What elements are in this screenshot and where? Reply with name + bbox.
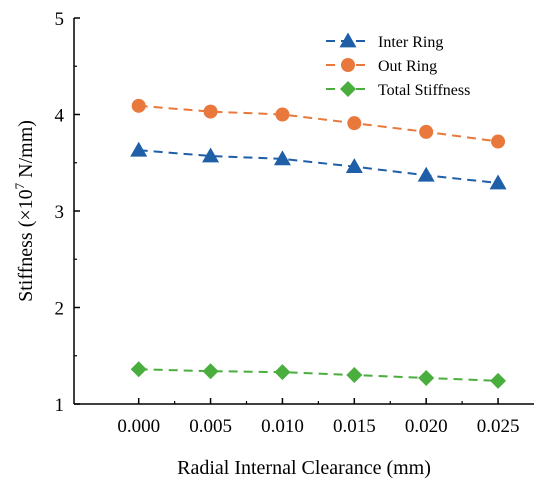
y-tick-label: 3 (55, 202, 65, 223)
data-point-inter-ring (202, 147, 220, 163)
series-line-inter-ring (138, 149, 499, 185)
x-tick-label: 0.005 (189, 416, 232, 437)
y-tick-label: 5 (55, 9, 65, 30)
data-point-total-stiffness (130, 361, 147, 378)
data-point-out-ring (491, 134, 506, 149)
axes: 1 2 3 4 5 0.000 0.005 0.010 0.015 0.020 0.025 Radia… (12, 9, 534, 479)
legend-marker-out-ring (341, 58, 355, 72)
data-point-total-stiffness (346, 367, 363, 384)
legend-marker-total-stiffness (340, 81, 356, 97)
data-point-inter-ring (417, 166, 435, 182)
data-point-out-ring (419, 124, 434, 139)
data-point-total-stiffness (490, 372, 507, 389)
series-line-out-ring (138, 104, 499, 143)
data-point-total-stiffness (202, 363, 219, 380)
data-point-inter-ring (273, 150, 291, 166)
data-point-inter-ring (345, 158, 363, 173)
x-tick-label: 0.020 (405, 416, 448, 437)
y-axis-label-prefix: Stiffness (×10 (15, 189, 37, 302)
y-axis-label-exponent: 7 (12, 182, 27, 189)
data-point-out-ring (203, 104, 218, 119)
data-point-out-ring (275, 107, 290, 122)
y-tick-label: 4 (55, 106, 65, 127)
data-point-total-stiffness (274, 364, 291, 381)
data-point-inter-ring (489, 174, 507, 190)
plot-area (130, 98, 507, 389)
x-tick-label: 0.025 (477, 416, 520, 437)
legend-marker-inter-ring (339, 32, 357, 48)
y-tick-label: 1 (55, 395, 65, 416)
data-point-out-ring (347, 116, 362, 131)
data-point-inter-ring (130, 141, 148, 157)
legend: Inter Ring Out Ring Total Stiffness (326, 32, 470, 99)
y-axis-label-suffix: N/mm) (15, 120, 37, 183)
y-axis-label: Stiffness (×107 N/mm) (12, 120, 37, 302)
x-tick-label: 0.000 (117, 416, 160, 437)
data-point-total-stiffness (418, 369, 435, 386)
y-tick-label: 2 (55, 299, 65, 320)
x-axis-label: Radial Internal Clearance (mm) (177, 457, 431, 479)
legend-label-out-ring: Out Ring (378, 58, 437, 75)
x-tick-label: 0.015 (333, 416, 376, 437)
x-tick-label: 0.010 (261, 416, 304, 437)
series-line-total-stiffness (138, 368, 499, 382)
legend-label-total-stiffness: Total Stiffness (378, 82, 470, 99)
data-point-out-ring (131, 98, 146, 113)
legend-label-inter-ring: Inter Ring (378, 34, 443, 51)
